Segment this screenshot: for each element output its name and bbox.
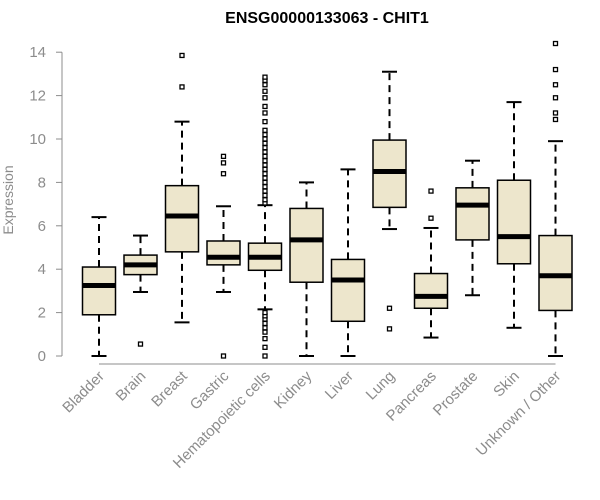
outlier-point <box>262 188 268 194</box>
box-group <box>330 168 366 357</box>
box-iqr <box>289 207 324 283</box>
box-group <box>496 101 532 329</box>
outlier-point <box>386 326 393 332</box>
x-tick-label: Liver <box>322 368 357 403</box>
outlier-point <box>220 171 227 177</box>
outlier-point <box>262 184 268 190</box>
y-tick-label: 0 <box>38 348 46 365</box>
outlier-point <box>262 153 268 160</box>
box-iqr <box>81 266 117 316</box>
box-group <box>413 188 449 339</box>
x-tick-label: Brain <box>113 368 150 405</box>
outlier-point <box>262 132 268 138</box>
y-tick-label: 12 <box>29 88 46 105</box>
outlier-point <box>262 149 268 155</box>
outlier-point <box>262 329 268 335</box>
box-group <box>289 181 324 357</box>
box-iqr <box>496 179 532 265</box>
outlier-point <box>262 325 268 331</box>
box-group <box>81 216 117 357</box>
outlier-point <box>262 95 268 101</box>
outlier-point <box>137 341 144 347</box>
box-group <box>164 52 200 324</box>
box-group <box>123 234 158 347</box>
x-tick-label: Kidney <box>271 367 316 412</box>
x-tick-label: Lung <box>363 368 399 404</box>
y-tick-label: 4 <box>38 261 46 278</box>
box-iqr <box>455 187 490 241</box>
outlier-point <box>552 95 559 101</box>
outlier-point <box>262 74 268 80</box>
box-group <box>538 40 573 357</box>
x-tick-label: Skin <box>490 368 523 401</box>
outlier-point <box>262 175 268 181</box>
outlier-point <box>262 110 268 116</box>
box-group <box>372 70 407 332</box>
outlier-point <box>220 353 227 359</box>
x-tick-label: Breast <box>148 367 191 410</box>
outlier-point <box>262 309 268 316</box>
y-tick-label: 10 <box>29 131 46 148</box>
outlier-point <box>262 344 268 350</box>
outlier-point <box>262 103 268 110</box>
outlier-point <box>552 66 559 73</box>
box-iqr <box>206 240 241 266</box>
y-tick-label: 8 <box>38 174 46 191</box>
box-iqr <box>538 234 573 312</box>
y-tick-label: 14 <box>29 44 46 61</box>
box-group <box>206 153 241 359</box>
outlier-point <box>262 82 268 88</box>
outlier-point <box>262 197 268 203</box>
outlier-point <box>262 353 268 359</box>
x-tick-label: Prostate <box>430 368 482 420</box>
outlier-point <box>552 110 559 116</box>
y-axis-label: Expression <box>0 165 16 234</box>
box-group <box>455 159 490 297</box>
outlier-point <box>428 188 434 194</box>
y-axis: 0 2 4 6 8 10 12 14 <box>29 44 63 365</box>
outlier-point <box>262 136 268 142</box>
outlier-point <box>262 158 268 164</box>
outlier-point <box>262 192 268 199</box>
outlier-point <box>220 160 227 166</box>
y-tick-label: 2 <box>38 305 46 322</box>
boxes-layer <box>81 40 573 359</box>
y-tick-label: 6 <box>38 218 46 235</box>
outlier-point <box>262 320 268 327</box>
outlier-point <box>262 171 268 177</box>
box-iqr <box>413 272 449 310</box>
outlier-point <box>386 305 393 311</box>
outlier-point <box>262 140 268 146</box>
outlier-point <box>262 335 268 342</box>
box-iqr <box>164 184 200 253</box>
outlier-point <box>262 145 268 151</box>
outlier-point <box>262 166 268 173</box>
box-iqr <box>330 258 366 323</box>
outlier-point <box>262 127 268 133</box>
outlier-point <box>179 84 185 90</box>
chart-title: ENSG00000133063 - CHIT1 <box>225 10 429 27</box>
outlier-point <box>262 88 268 94</box>
outlier-point <box>552 40 559 47</box>
outlier-point <box>552 116 559 123</box>
outlier-point <box>262 118 268 125</box>
outlier-point <box>179 52 185 59</box>
box-group <box>247 74 283 359</box>
outlier-point <box>262 179 268 186</box>
outlier-point <box>428 215 434 221</box>
outlier-point <box>262 162 268 168</box>
outlier-point <box>220 153 227 160</box>
outlier-point <box>552 82 559 88</box>
x-tick-label: Bladder <box>59 368 108 417</box>
